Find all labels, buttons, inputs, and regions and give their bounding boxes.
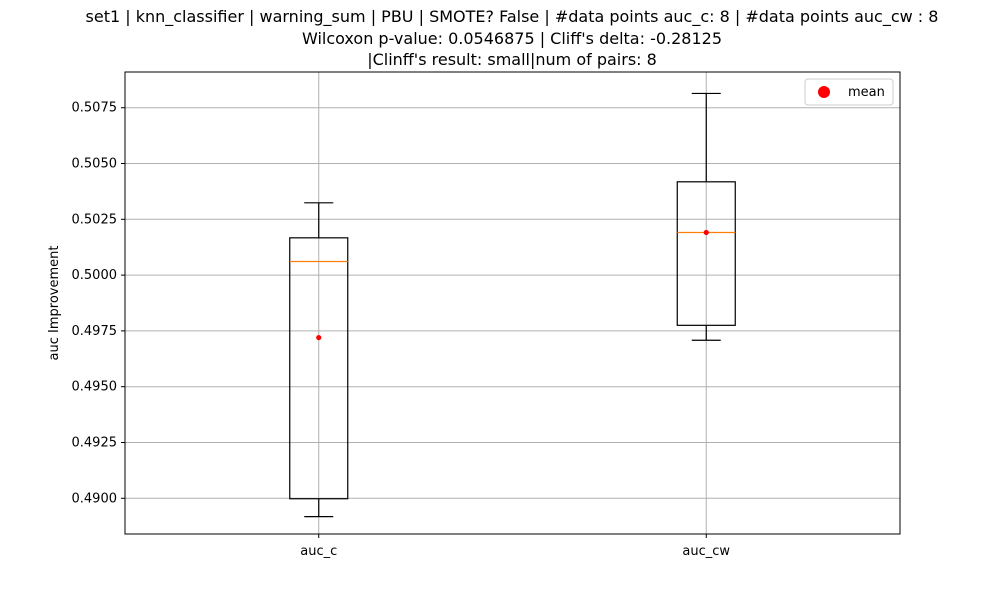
y-tick-label: 0.5050 [72, 157, 118, 172]
y-axis-label: auc Improvement [47, 246, 62, 361]
x-tick-label: auc_c [300, 544, 337, 559]
y-tick-label: 0.5000 [72, 268, 118, 283]
plot-area [124, 71, 901, 535]
mean-point [316, 334, 322, 341]
box-iqr [676, 181, 736, 326]
boxes [289, 92, 736, 518]
x-tick-label: auc_cw [682, 544, 730, 559]
title-line-1: set1 | knn_classifier | warning_sum | PB… [86, 7, 939, 27]
x-axis: auc_c auc_cw [300, 534, 730, 559]
y-tick-label: 0.4950 [72, 380, 118, 395]
y-tick-label: 0.5075 [72, 101, 118, 116]
box-iqr [289, 237, 349, 500]
box-auc_cw [676, 92, 736, 341]
legend: mean [804, 78, 894, 106]
title-line-3: |Clinff's result: small|num of pairs: 8 [367, 50, 657, 69]
legend-label-mean: mean [848, 85, 885, 100]
grid [125, 72, 900, 534]
y-axis: 0.4900 0.4925 0.4950 0.4975 0.5000 0.5025 0.50… [72, 101, 125, 506]
box-auc_c [289, 202, 349, 518]
mean-point [703, 229, 709, 236]
legend-mean-marker [818, 86, 830, 98]
y-tick-label: 0.4925 [72, 435, 118, 450]
y-tick-label: 0.5025 [72, 212, 118, 227]
y-tick-label: 0.4900 [72, 491, 118, 506]
chart-title: set1 | knn_classifier | warning_sum | PB… [86, 7, 939, 69]
y-tick-label: 0.4975 [72, 324, 118, 339]
title-line-2: Wilcoxon p-value: 0.0546875 | Cliff's de… [302, 29, 722, 48]
legend-frame [804, 78, 894, 106]
